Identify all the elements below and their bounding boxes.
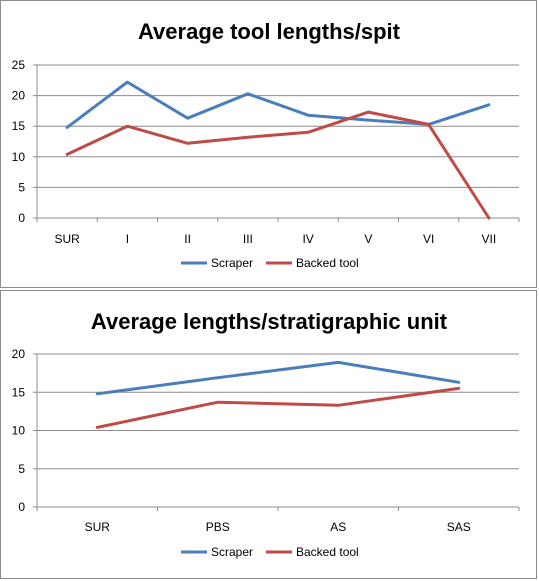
chart-panel-stratigraphic: Average lengths/stratigraphic unit 0 5 10 15…	[0, 290, 537, 579]
x-tick-label: SUR	[85, 520, 111, 534]
chart-title: Average lengths/stratigraphic unit	[91, 309, 448, 334]
y-tick-label: 25	[12, 58, 26, 72]
series-line-backed-tool	[95, 386, 461, 429]
y-tick-label: 5	[18, 462, 25, 476]
x-tick-label: VII	[482, 232, 497, 246]
legend-label: Scraper	[211, 256, 253, 270]
x-tick-label: III	[243, 232, 253, 246]
x-tick-label: SUR	[54, 232, 80, 246]
x-tick-label: VI	[423, 232, 434, 246]
series-line-scraper	[65, 80, 491, 129]
y-tick-label: 10	[12, 150, 26, 164]
x-tick-label: V	[364, 232, 372, 246]
x-tick-label: II	[184, 232, 191, 246]
y-tick-label: 5	[18, 180, 25, 194]
x-tick-label: AS	[330, 520, 346, 534]
y-tick-label: 20	[12, 347, 26, 361]
y-tick-label: 10	[12, 424, 26, 438]
y-tick-label: 15	[12, 119, 26, 133]
x-tick-label: IV	[302, 232, 313, 246]
chart-panel-spit: Average tool lengths/spit 0 5 10 15 20 25 SUR I I…	[0, 0, 537, 288]
legend-label: Scraper	[211, 545, 253, 559]
legend-label: Backed tool	[296, 545, 359, 559]
y-tick-label: 20	[12, 89, 26, 103]
chart-title: Average tool lengths/spit	[138, 19, 401, 44]
x-tick-label: I	[126, 232, 129, 246]
x-tick-label: PBS	[206, 520, 230, 534]
chart-stratigraphic: Average lengths/stratigraphic unit 0 5 10 15…	[12, 309, 520, 559]
series-line-scraper	[95, 360, 461, 396]
y-tick-label: 15	[12, 385, 26, 399]
series-line-backed-tool	[65, 110, 491, 220]
y-tick-label: 0	[18, 211, 25, 225]
legend-label: Backed tool	[296, 256, 359, 270]
x-tick-label: SAS	[447, 520, 471, 534]
y-tick-label: 0	[18, 500, 25, 514]
